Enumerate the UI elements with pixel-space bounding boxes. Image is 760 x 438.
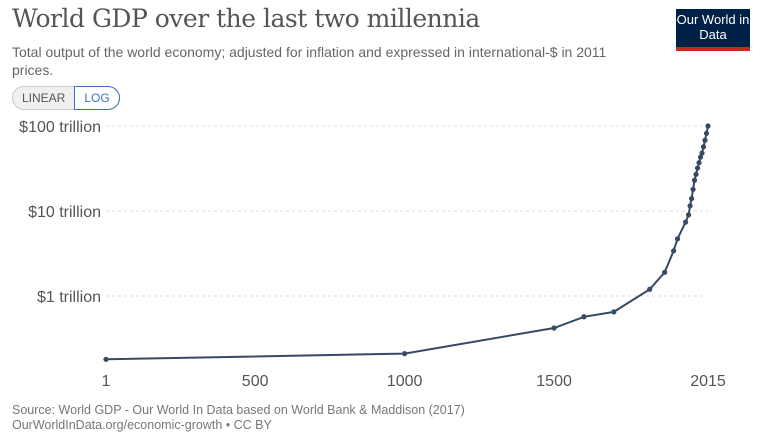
chart-title: World GDP over the last two millennia	[12, 4, 480, 33]
linear-scale-button[interactable]: LINEAR	[22, 91, 66, 105]
data-point	[103, 356, 109, 362]
data-point	[551, 325, 557, 331]
x-tick-label: 1000	[387, 373, 423, 390]
series-line	[105, 125, 709, 361]
data-point	[693, 171, 699, 177]
log-scale-button[interactable]: LOG	[74, 86, 120, 110]
y-tick-label: $10 trillion	[28, 204, 101, 221]
data-point	[611, 309, 617, 315]
x-tick-label: 2015	[690, 373, 726, 390]
footer: Source: World GDP - Our World In Data ba…	[12, 403, 465, 433]
source-text: Source: World GDP - Our World In Data ba…	[12, 403, 465, 417]
data-point	[647, 286, 653, 292]
data-point	[705, 123, 711, 129]
x-tick-label: 1	[102, 373, 111, 390]
data-point	[671, 248, 677, 254]
y-tick-label: $1 trillion	[37, 289, 101, 306]
chart-subtitle: Total output of the world economy; adjus…	[12, 44, 607, 78]
scale-toggle: LINEAR LOG	[12, 86, 120, 110]
data-point	[699, 150, 705, 156]
data-point	[688, 195, 695, 202]
y-tick-label: $100 trillion	[19, 119, 101, 136]
data-point	[581, 314, 587, 320]
data-point	[662, 269, 668, 275]
data-point	[402, 351, 408, 357]
data-point	[685, 212, 692, 218]
data-point	[674, 236, 681, 242]
data-point	[697, 154, 704, 160]
x-tick-label: 500	[242, 373, 269, 390]
data-point	[696, 160, 702, 166]
data-point	[703, 130, 710, 136]
x-tick-label: 1500	[536, 373, 572, 390]
data-point	[687, 203, 693, 209]
data-point	[702, 137, 708, 143]
data-point	[700, 144, 707, 150]
data-point	[682, 219, 689, 225]
data-point	[690, 186, 696, 192]
data-point	[691, 177, 698, 183]
owid-logo[interactable]: Our World in Data	[676, 9, 750, 51]
data-point	[694, 165, 701, 171]
source-link[interactable]: OurWorldInData.org/economic-growth • CC …	[12, 418, 272, 432]
